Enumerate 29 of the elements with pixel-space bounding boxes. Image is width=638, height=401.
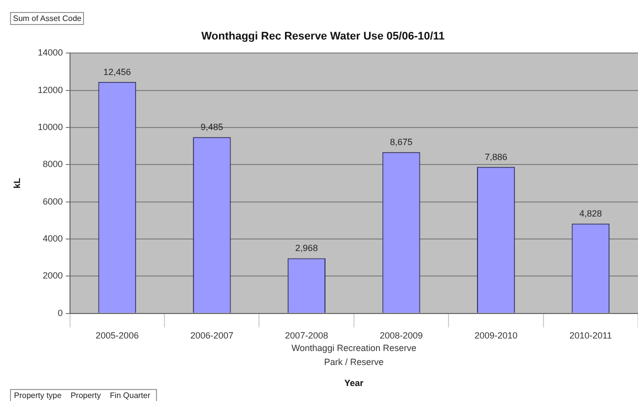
data-label: 12,456: [103, 66, 131, 77]
y-tick-label: 4000: [42, 234, 63, 244]
data-label: 9,485: [200, 122, 224, 132]
y-tick-label: 12000: [38, 84, 63, 95]
text: Sum of Asset Code: [10, 12, 84, 25]
x-tick-label: 2005-2006: [96, 330, 139, 340]
x-tick-label: 2010-2011: [569, 330, 612, 340]
text: Fin Quarter: [108, 390, 152, 401]
y-tick-label: 14000: [38, 48, 63, 58]
y-tick-label: 8000: [42, 159, 63, 170]
y-tick-label: 2000: [42, 270, 63, 281]
data-label: 7,886: [484, 152, 508, 162]
y-tick-label: 0: [58, 308, 63, 318]
y-tick-label: 6000: [42, 196, 63, 206]
x-axis-title: Year: [344, 378, 364, 388]
text: Property type: [13, 390, 63, 401]
text: Park / Reserve: [324, 357, 384, 368]
x-tick-label: 2006-2007: [190, 330, 234, 340]
text: Wonthaggi Recreation Reserve: [291, 343, 416, 354]
data-label: 4,828: [579, 208, 602, 219]
x-tick-label: 2007-2008: [285, 330, 328, 340]
data-label: 8,675: [390, 137, 413, 148]
x-tick-label: 2009-2010: [474, 330, 518, 340]
chart-title: Wonthaggi Rec Reserve Water Use 05/06-10/11: [201, 30, 445, 43]
x-tick-label: 2008-2009: [380, 330, 423, 340]
y-tick-label: 10000: [38, 122, 63, 132]
y-axis-title: kL: [12, 178, 22, 189]
data-label: 2,968: [295, 243, 318, 254]
text: Property: [70, 390, 102, 401]
